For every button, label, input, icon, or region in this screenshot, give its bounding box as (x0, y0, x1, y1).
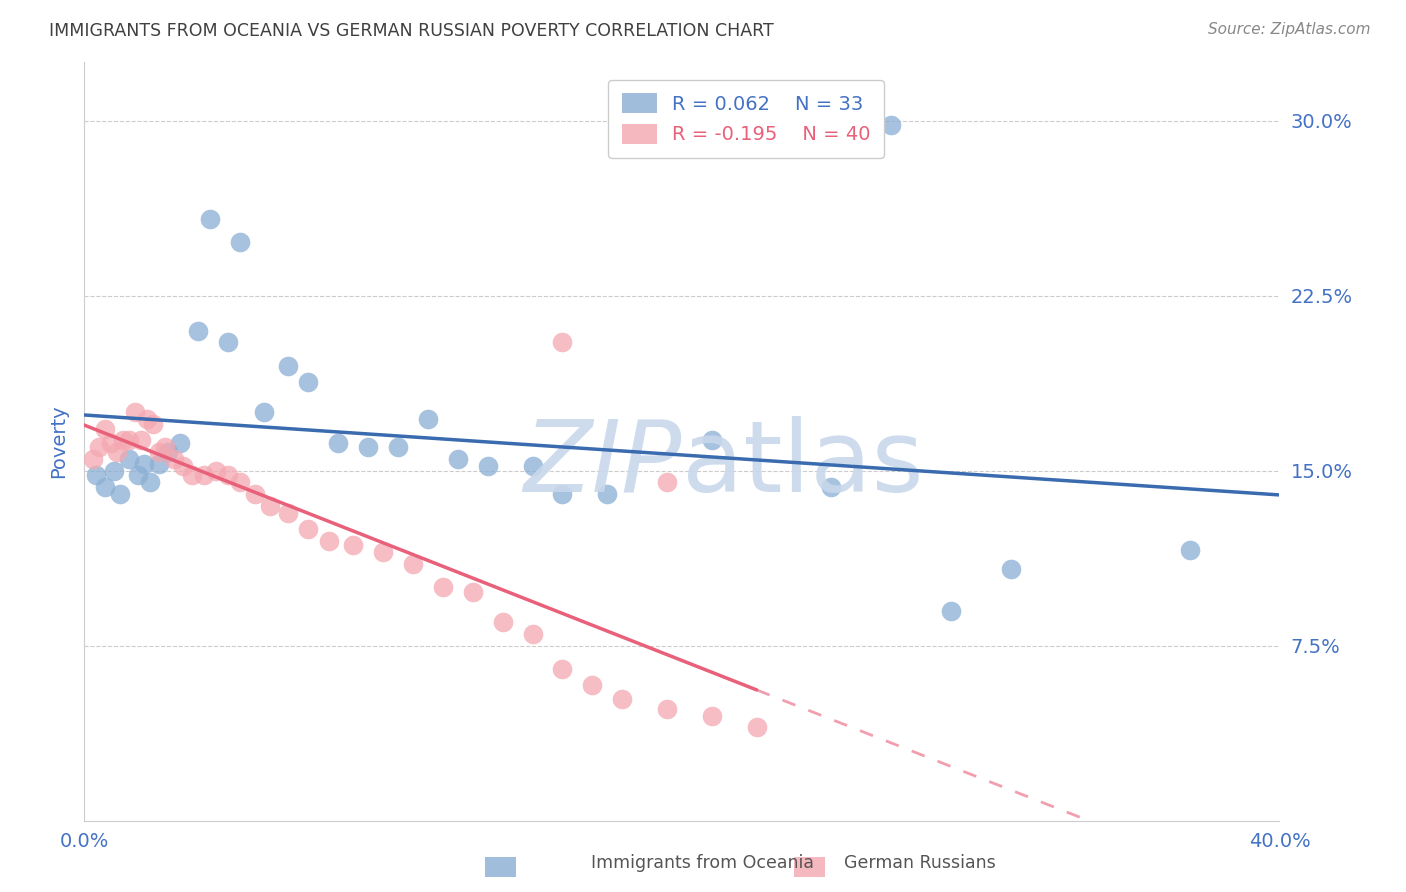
Point (132, 457, 156, 471)
Point (1000, 562, 1022, 576)
Point (447, 452, 470, 467)
Point (820, 480, 842, 494)
Point (1178, 543, 1201, 558)
Point (82, 452, 104, 467)
Text: Source: ZipAtlas.com: Source: ZipAtlas.com (1208, 22, 1371, 37)
Text: ZIP: ZIP (523, 416, 682, 513)
Point (551, 487, 574, 501)
Point (522, 458, 544, 473)
Point (596, 487, 619, 501)
Text: atlas: atlas (682, 416, 924, 513)
Point (655, 701, 678, 715)
Point (939, 604, 962, 618)
Point (169, 435, 191, 450)
Point (157, 445, 180, 459)
Point (187, 324, 209, 338)
Point (89, 441, 111, 455)
Point (148, 457, 170, 471)
Point (277, 506, 299, 520)
Point (127, 468, 149, 483)
Point (551, 335, 574, 350)
Point (118, 434, 141, 448)
Point (86, 468, 108, 483)
Point (193, 468, 215, 483)
Point (181, 468, 204, 483)
Point (217, 335, 239, 350)
Point (700, 708, 723, 723)
Point (328, 435, 350, 450)
Point (581, 678, 603, 692)
Point (416, 412, 439, 426)
Point (745, 720, 768, 734)
Point (700, 434, 723, 448)
Point (105, 445, 128, 459)
Point (655, 475, 678, 490)
Point (228, 235, 252, 249)
Point (297, 375, 319, 389)
Point (342, 538, 364, 552)
Point (94, 480, 117, 494)
Point (148, 445, 170, 459)
Point (318, 533, 340, 548)
Point (118, 452, 141, 467)
Point (253, 405, 276, 419)
Point (612, 692, 634, 706)
Point (373, 545, 395, 559)
Point (205, 464, 228, 478)
Point (163, 452, 186, 467)
Point (136, 412, 159, 426)
Point (432, 580, 454, 594)
Point (277, 359, 299, 373)
Point (228, 475, 252, 490)
Text: Immigrants from Oceania: Immigrants from Oceania (591, 855, 814, 872)
Point (172, 458, 194, 473)
Point (297, 522, 319, 536)
Point (153, 441, 176, 455)
Point (129, 434, 152, 448)
Point (217, 468, 239, 483)
Text: IMMIGRANTS FROM OCEANIA VS GERMAN RUSSIAN POVERTY CORRELATION CHART: IMMIGRANTS FROM OCEANIA VS GERMAN RUSSIA… (49, 22, 773, 40)
Point (461, 585, 484, 599)
Point (94, 422, 117, 436)
Point (357, 441, 380, 455)
Point (880, 119, 903, 133)
Y-axis label: Poverty: Poverty (49, 405, 67, 478)
Point (492, 615, 515, 630)
Point (139, 475, 162, 490)
Point (551, 662, 574, 676)
Point (402, 557, 425, 571)
Point (112, 434, 135, 448)
Point (198, 211, 221, 226)
Point (259, 499, 281, 513)
Point (100, 435, 122, 450)
Point (522, 627, 544, 641)
Legend: R = 0.062    N = 33, R = -0.195    N = 40: R = 0.062 N = 33, R = -0.195 N = 40 (607, 79, 884, 158)
Point (142, 417, 165, 431)
Point (477, 458, 499, 473)
Point (387, 441, 409, 455)
Point (124, 405, 146, 419)
Point (243, 487, 266, 501)
Text: German Russians: German Russians (844, 855, 995, 872)
Point (103, 464, 125, 478)
Point (110, 487, 132, 501)
